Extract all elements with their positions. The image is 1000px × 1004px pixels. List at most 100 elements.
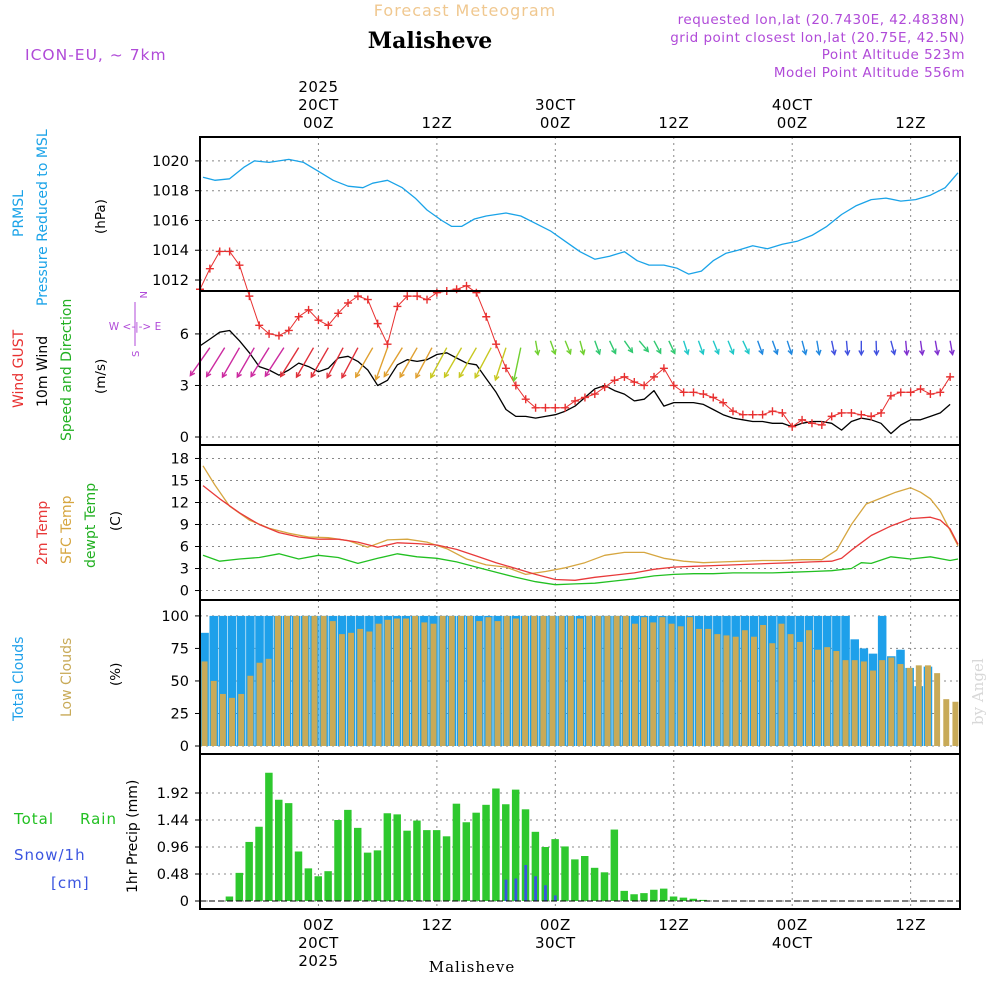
low-clouds-bar bbox=[724, 635, 730, 746]
wind-gust-marker bbox=[877, 409, 885, 417]
wind-direction-arrow bbox=[475, 348, 491, 378]
pressure-ytick-label: 1012 bbox=[152, 273, 189, 289]
wind-gust-marker bbox=[768, 407, 776, 415]
low-clouds-bar bbox=[476, 621, 482, 746]
rain-bar bbox=[463, 822, 470, 901]
snow-label: Snow/1h bbox=[14, 846, 86, 864]
low-clouds-bar bbox=[843, 660, 849, 746]
low-clouds-bar bbox=[769, 643, 775, 746]
wind-gust-marker bbox=[384, 340, 392, 348]
compass-south: S bbox=[131, 351, 142, 357]
temperature-ytick-label: 9 bbox=[180, 518, 189, 534]
clouds-ytick-label: 25 bbox=[171, 706, 189, 722]
low-clouds-bar bbox=[366, 632, 372, 746]
wind-gust-marker bbox=[206, 265, 214, 273]
c-unit-label: (C) bbox=[108, 511, 124, 531]
rain-bar bbox=[492, 789, 499, 902]
snow-unit-label: [cm] bbox=[51, 874, 90, 892]
low-clouds-bar bbox=[650, 622, 656, 746]
wind-gust-marker bbox=[462, 282, 470, 290]
precipitation-panel: 00.480.961.441.92 bbox=[157, 754, 960, 910]
low-clouds-bar bbox=[293, 616, 299, 746]
bottom-time-label: 20CT bbox=[298, 934, 339, 952]
temperature-frame bbox=[200, 445, 960, 600]
low-clouds-label: Low Clouds bbox=[59, 638, 75, 717]
forecast-meteogram-title: Forecast Meteogram bbox=[374, 1, 556, 20]
low-clouds-bar bbox=[421, 622, 427, 746]
low-clouds-bar bbox=[586, 616, 592, 746]
rain-bar bbox=[660, 889, 667, 901]
low-clouds-bar bbox=[522, 616, 528, 746]
low-clouds-bar bbox=[714, 634, 720, 746]
wind-direction-arrow bbox=[327, 348, 343, 378]
rain-bar bbox=[413, 821, 420, 901]
pressure-ytick-label: 1016 bbox=[152, 213, 189, 229]
model-altitude: Model Point Altitude 556m bbox=[774, 65, 965, 81]
low-clouds-bar bbox=[559, 616, 565, 746]
temperature-ytick-label: 6 bbox=[180, 540, 189, 556]
low-clouds-bar bbox=[577, 619, 583, 746]
wind-direction-arrow bbox=[311, 348, 328, 377]
top-time-label: 2025 bbox=[298, 78, 338, 96]
wind-gust-marker bbox=[907, 388, 915, 396]
rain-bar bbox=[305, 868, 312, 901]
2m-temp-label: 2m Temp bbox=[35, 501, 51, 565]
low-clouds-bar bbox=[440, 616, 446, 746]
rain-bar bbox=[324, 871, 331, 901]
watermark: by Angel bbox=[969, 658, 987, 725]
low-clouds-bar bbox=[687, 617, 693, 746]
low-clouds-bar bbox=[879, 660, 885, 746]
hpa-unit-label: (hPa) bbox=[93, 199, 109, 234]
ms-unit-label: (m/s) bbox=[93, 359, 109, 394]
wind-gust-marker bbox=[551, 404, 559, 412]
bottom-time-label: 2025 bbox=[298, 952, 338, 970]
low-clouds-bar bbox=[797, 642, 803, 746]
low-clouds-bar bbox=[760, 625, 766, 746]
precip-unit-label: 1hr Precip (mm) bbox=[125, 780, 141, 893]
low-clouds-bar bbox=[284, 616, 290, 746]
temperature-ytick-label: 15 bbox=[171, 473, 189, 489]
low-clouds-bar bbox=[394, 619, 400, 746]
rain-bar bbox=[236, 873, 243, 901]
wind-gust-marker bbox=[512, 381, 520, 389]
precipitation-ytick-label: 0 bbox=[180, 894, 189, 910]
temperature-ytick-label: 12 bbox=[171, 495, 189, 511]
low-clouds-bar bbox=[330, 621, 336, 746]
low-clouds-bar bbox=[751, 637, 757, 746]
wind-direction-arrow bbox=[416, 348, 432, 378]
bottom-time-label: 40CT bbox=[772, 934, 813, 952]
low-clouds-bar bbox=[495, 621, 501, 746]
low-clouds-bar bbox=[778, 624, 784, 746]
wind-gust-marker bbox=[778, 409, 786, 417]
rain-bar bbox=[374, 850, 381, 901]
rain-bar bbox=[630, 894, 637, 901]
10m-wind-label: 10m Wind bbox=[35, 336, 51, 407]
rain-bar bbox=[265, 773, 272, 901]
low-clouds-bar bbox=[806, 630, 812, 746]
wind-gust-marker bbox=[620, 373, 628, 381]
low-clouds-bar bbox=[220, 694, 226, 746]
low-clouds-bar bbox=[431, 624, 437, 746]
low-clouds-bar bbox=[385, 620, 391, 746]
temperature-ytick-label: 18 bbox=[171, 451, 189, 467]
point-altitude: Point Altitude 523m bbox=[822, 47, 965, 63]
wind-gust-marker bbox=[847, 409, 855, 417]
low-clouds-bar bbox=[348, 633, 354, 746]
low-clouds-bar bbox=[952, 702, 958, 746]
percent-unit-label: (%) bbox=[108, 663, 124, 686]
low-clouds-bar bbox=[705, 629, 711, 746]
wind-gust-marker bbox=[364, 296, 372, 304]
wind-gust-marker bbox=[295, 313, 303, 321]
low-clouds-bar bbox=[458, 616, 464, 746]
pressure-ytick-label: 1020 bbox=[152, 154, 189, 170]
low-clouds-bar bbox=[238, 694, 244, 746]
low-clouds-bar bbox=[449, 616, 455, 746]
rain-bar bbox=[591, 868, 598, 901]
prmsl-label: PRMSL bbox=[11, 190, 27, 237]
wind-gust-marker bbox=[887, 392, 895, 400]
wind-ytick-label: 3 bbox=[180, 378, 189, 394]
rain-bar bbox=[285, 803, 292, 901]
wind-gust-marker bbox=[502, 364, 510, 372]
low-clouds-bar bbox=[513, 619, 519, 746]
